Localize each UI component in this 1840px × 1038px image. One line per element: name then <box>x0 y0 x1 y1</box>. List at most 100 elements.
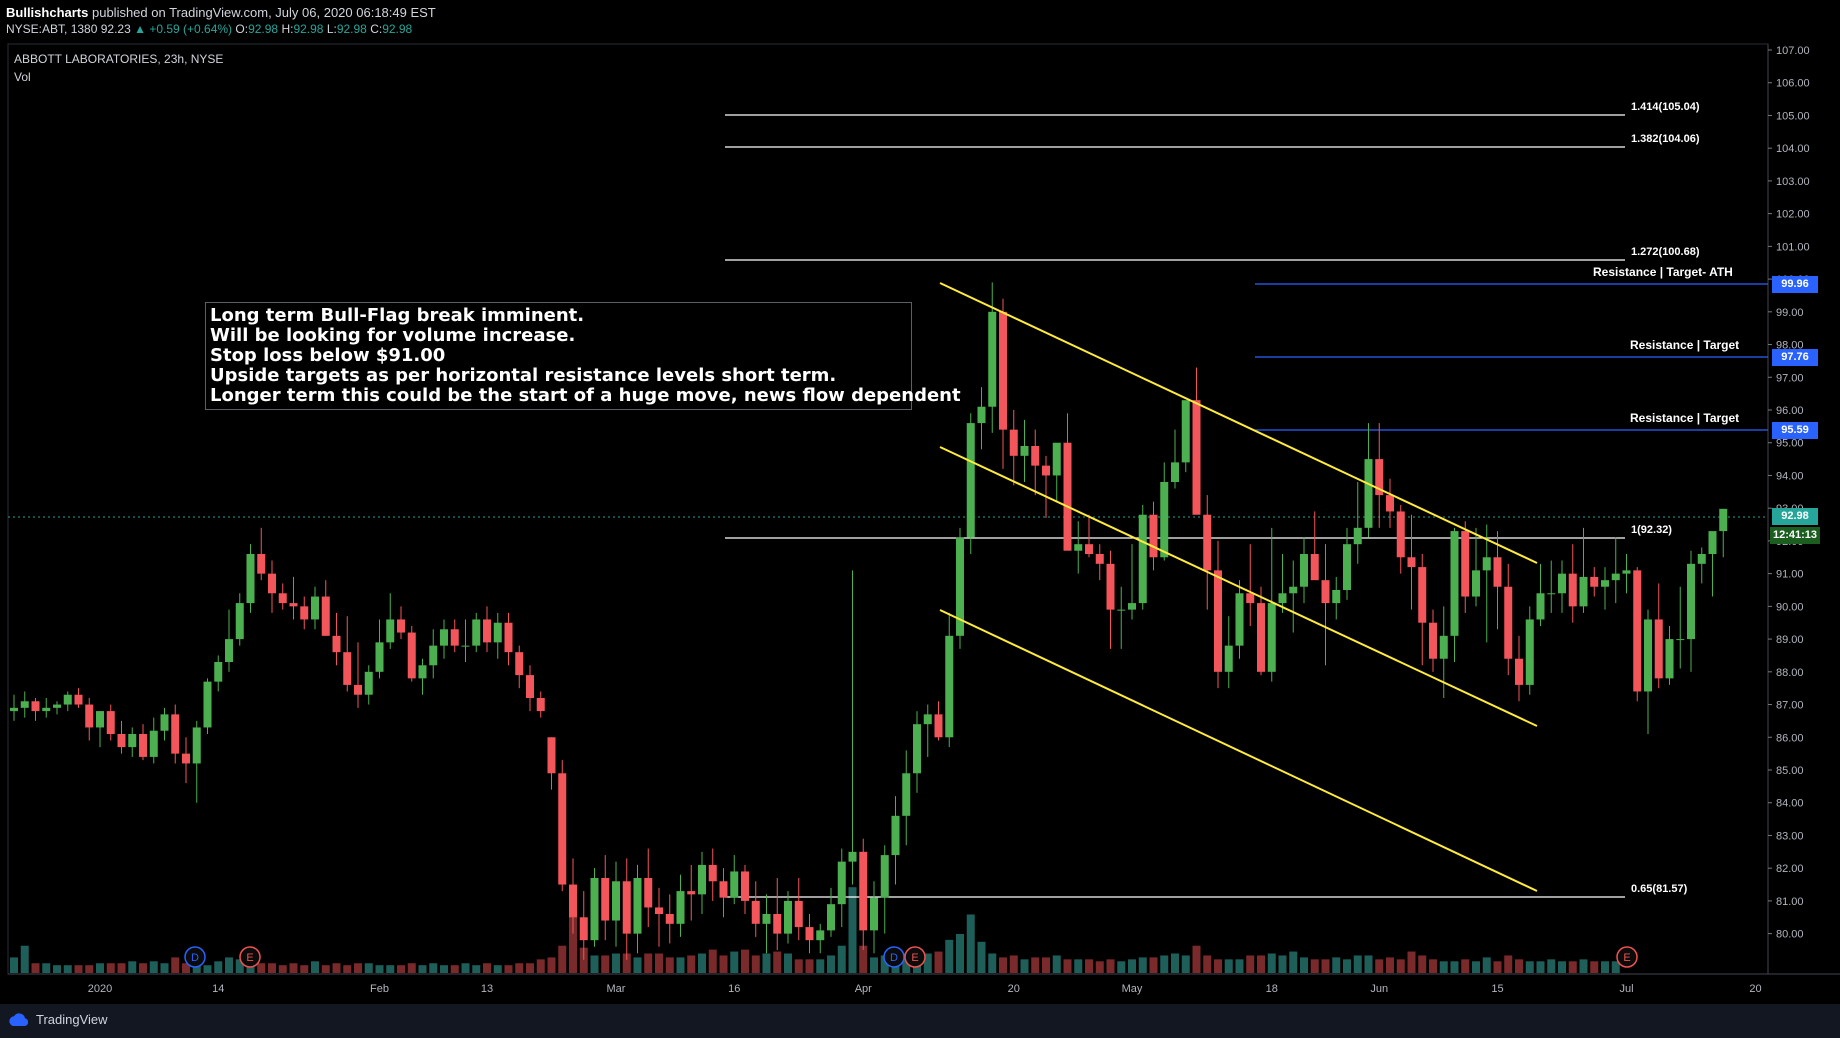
last-price: 92.23 <box>100 22 131 36</box>
volume-bar <box>687 955 696 973</box>
candle-body <box>300 606 309 620</box>
flag-lower-trendline[interactable] <box>939 609 1538 892</box>
volume-bar <box>612 953 620 973</box>
candle-body <box>1493 557 1502 587</box>
tradingview-logo[interactable]: TradingView <box>8 1012 108 1027</box>
price-chart[interactable]: 80.00 81.00 82.00 83.00 84.00 85.00 86.00 87.00… <box>0 0 1840 1004</box>
candle-body <box>1429 622 1437 659</box>
price-tick-label: 104.00 <box>1776 143 1810 155</box>
time-tick-label: Jul <box>1619 983 1633 995</box>
candle-body <box>1052 442 1061 476</box>
candle-body <box>483 619 491 643</box>
volume-bar <box>751 955 760 973</box>
candle-body <box>1246 593 1255 604</box>
earnings-marker-icon[interactable] <box>1616 946 1638 968</box>
candle-body <box>246 554 255 604</box>
candle-body <box>192 727 201 764</box>
candle-body <box>407 632 416 679</box>
price-tick-label: 90.00 <box>1776 601 1804 613</box>
volume-bar <box>418 965 427 973</box>
candle-body <box>1192 400 1201 515</box>
volume-bar <box>676 957 685 973</box>
candle-body <box>1418 567 1427 623</box>
target2-price-tag: 95.59 <box>1772 422 1818 439</box>
dividend-marker-icon[interactable] <box>883 946 905 968</box>
volume-bar <box>719 955 728 973</box>
candle-body <box>1461 531 1470 597</box>
volume-bar <box>472 965 481 973</box>
candle-body <box>956 537 964 636</box>
candle-body <box>149 730 158 757</box>
candle-body <box>1590 576 1599 587</box>
publisher-line: Bullishcharts published on TradingView.c… <box>6 5 436 20</box>
candle-body <box>1343 544 1351 590</box>
dividend-marker-letter: D <box>890 952 898 964</box>
price-tick-label: 105.00 <box>1776 110 1810 122</box>
candle-body <box>96 711 104 728</box>
candle-body <box>332 635 341 653</box>
candle-body <box>1181 400 1190 463</box>
volume-bar <box>257 963 266 973</box>
volume-bar <box>1343 959 1351 973</box>
note-line: Will be looking for volume increase. <box>210 325 576 346</box>
price-tick-label: 96.00 <box>1776 405 1804 417</box>
dividend-marker-icon[interactable] <box>184 946 206 968</box>
candle-body <box>31 701 40 712</box>
candle-body <box>1568 573 1577 607</box>
volume-bar <box>1300 957 1308 973</box>
analysis-note[interactable]: Long term Bull-Flag break imminent. Will… <box>205 302 961 410</box>
earnings-marker-icon[interactable] <box>904 946 926 968</box>
volume-bar <box>827 955 835 973</box>
fib-1382-label: 1.382(104.06) <box>1631 133 1700 145</box>
candle-body <box>1289 586 1298 594</box>
candle-body <box>902 773 911 816</box>
candle-body <box>440 629 448 646</box>
volume-bar <box>1461 959 1470 973</box>
price-tick-label: 91.00 <box>1776 569 1804 581</box>
volume-bar <box>182 963 190 973</box>
candle-body <box>816 930 825 941</box>
time-tick-label: Jun <box>1370 983 1388 995</box>
volume-bar <box>665 957 674 973</box>
volume-bar <box>1214 959 1222 973</box>
volume-bar <box>106 963 115 973</box>
publisher-name[interactable]: Bullishcharts <box>6 5 89 20</box>
volume-bar <box>160 963 169 973</box>
note-line: Upside targets as per horizontal resista… <box>210 365 837 386</box>
candle-body <box>160 714 169 731</box>
flag-middle-trendline[interactable] <box>939 446 1538 727</box>
volume-bar <box>289 963 298 973</box>
volume-bar <box>375 965 384 973</box>
candle-body <box>590 878 599 941</box>
time-tick-label: Apr <box>855 983 872 995</box>
fib-1414-label: 1.414(105.04) <box>1631 101 1700 113</box>
candle-body <box>1676 639 1685 641</box>
candle-body <box>235 603 244 640</box>
volume-bar <box>730 951 739 973</box>
candle-body <box>1074 544 1083 551</box>
volume-bar <box>42 963 51 973</box>
volume-label: Vol <box>14 70 31 84</box>
time-tick-label: 2020 <box>88 983 112 995</box>
volume-bar <box>515 963 524 973</box>
high-label: H: <box>281 22 294 36</box>
volume-bar <box>547 957 556 973</box>
volume-bar <box>558 945 567 973</box>
price-tick-label: 97.00 <box>1776 372 1804 384</box>
candle-body <box>676 891 685 924</box>
price-tick-label: 85.00 <box>1776 765 1804 777</box>
candle-body <box>1042 465 1050 476</box>
volume-bar <box>332 963 341 973</box>
volume-bar <box>354 963 362 973</box>
flag-upper-trendline[interactable] <box>939 282 1538 564</box>
volume-bar <box>1493 961 1502 973</box>
volume-bar <box>364 963 373 973</box>
volume-bar <box>1579 959 1588 973</box>
earnings-marker-icon[interactable] <box>239 946 261 968</box>
candle-body <box>1321 580 1330 604</box>
volume-bar <box>1203 955 1212 973</box>
candle-body <box>504 622 513 653</box>
volume-bar <box>10 957 18 973</box>
symbol-title: ABBOTT LABORATORIES, 23h, NYSE <box>14 52 224 66</box>
volume-bar <box>117 963 126 973</box>
